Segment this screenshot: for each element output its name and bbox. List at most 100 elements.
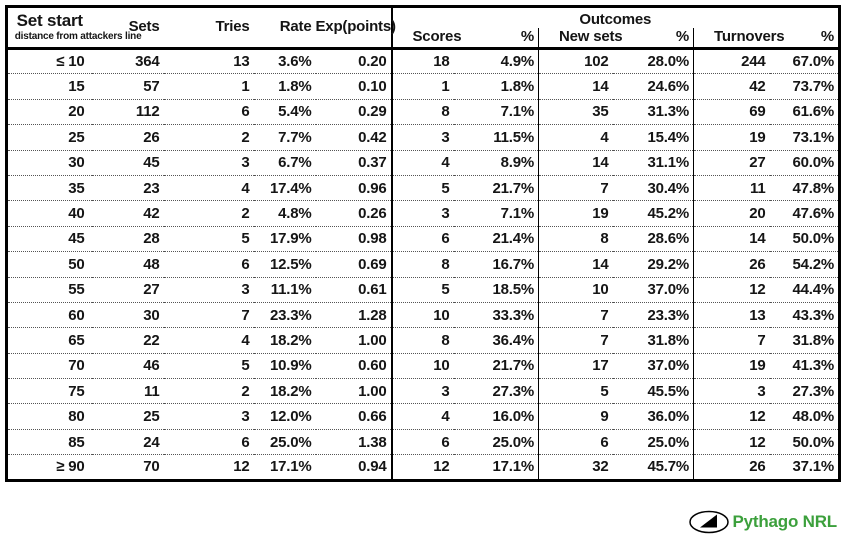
cell-new-sets-pct: 29.2% (612, 251, 694, 278)
cell-scores: 6 (390, 428, 454, 455)
cell-rate: 7.7% (253, 124, 316, 151)
cell-scores: 3 (390, 124, 454, 151)
cell-scores: 1 (390, 73, 454, 100)
cell-scores-pct: 21.7% (453, 174, 539, 201)
cell-rate: 1.8% (253, 73, 316, 100)
cell-set-start: ≥ 90 (6, 454, 92, 481)
header-rate: Rate (279, 18, 312, 35)
cell-new-sets: 102 (538, 48, 613, 74)
cell-turnovers-pct: 50.0% (769, 428, 840, 455)
cell-turnovers-pct: 67.0% (792, 53, 835, 71)
cell-new-sets-pct: 28.6% (612, 225, 694, 252)
cell-set-start: 40 (6, 200, 92, 227)
cell-sets: 28 (91, 225, 164, 252)
cell-new-sets-pct: 37.0% (612, 352, 694, 379)
cell-sets: 57 (91, 73, 164, 100)
header-set-start-title: Set start (16, 11, 83, 30)
table-header: Set start distance from attackers line S… (6, 6, 840, 49)
table-row: 60 30 7 23.3% 1.28 10 33.3% 7 23.3% 13 43.3% (6, 301, 840, 328)
cell-tries: 1 (163, 73, 254, 100)
cell-scores-pct: 7.1% (453, 98, 539, 125)
cell-exp: 1.00 (315, 327, 392, 354)
table-row: 80 25 3 12.0% 0.66 4 16.0% 9 36.0% 12 48.0% (6, 403, 840, 430)
cell-new-sets-pct: 37.0% (612, 276, 694, 303)
cell-tries: 7 (163, 301, 254, 328)
cell-scores: 8 (390, 251, 454, 278)
cell-new-sets-pct: 23.3% (612, 301, 694, 328)
cell-turnovers: 27 (693, 149, 770, 176)
cell-tries: 5 (163, 225, 254, 252)
cell-exp: 1.38 (315, 428, 392, 455)
cell-set-start: 75 (6, 378, 92, 404)
header-turnovers: Turnovers (693, 28, 785, 49)
cell-turnovers-pct: 41.3% (769, 352, 840, 379)
cell-exp: 0.66 (315, 403, 392, 430)
cell-sets: 11 (91, 378, 164, 404)
table-row: 40 42 2 4.8% 0.26 3 7.1% 19 45.2% 20 47.6% (6, 200, 840, 227)
cell-sets: 46 (91, 352, 164, 379)
cell-new-sets: 14 (538, 73, 613, 100)
cell-new-sets: 14 (538, 251, 613, 278)
cell-new-sets: 35 (538, 98, 613, 125)
cell-rate: 17.1% (253, 454, 316, 481)
cell-scores-pct: 1.8% (453, 73, 539, 100)
cell-exp: 0.94 (315, 454, 392, 481)
cell-new-sets-pct: 28.0% (647, 53, 689, 71)
cell-set-start: 70 (6, 352, 92, 379)
cell-turnovers: 3 (693, 378, 770, 404)
cell-scores: 10 (390, 352, 454, 379)
cell-new-sets-pct: 15.4% (612, 124, 694, 151)
cell-tries: 6 (163, 98, 254, 125)
cell-rate: 12.0% (253, 403, 316, 430)
cell-scores: 12 (390, 454, 454, 481)
table-row: 15 57 1 1.8% 0.10 1 1.8% 14 24.6% 42 73.7% (6, 73, 840, 100)
cell-scores: 6 (390, 225, 454, 252)
cell-scores-pct: 11.5% (453, 124, 539, 151)
cell-new-sets-pct: 45.5% (612, 378, 694, 404)
cell-tries: 4 (163, 174, 254, 201)
cell-scores: 3 (390, 378, 454, 404)
cell-exp: 0.29 (315, 98, 392, 125)
table-row: 20 112 6 5.4% 0.29 8 7.1% 35 31.3% 69 61.6% (6, 98, 840, 125)
cell-exp: 0.98 (315, 225, 392, 252)
cell-turnovers-pct: 73.7% (769, 73, 840, 100)
header-turnovers-pct: % (820, 28, 835, 45)
cell-turnovers: 12 (693, 428, 770, 455)
cell-sets: 30 (91, 301, 164, 328)
cell-turnovers-pct: 50.0% (769, 225, 840, 252)
cell-sets: 42 (91, 200, 164, 227)
cell-set-start: 30 (6, 149, 92, 176)
cell-rate: 4.8% (253, 200, 316, 227)
cell-turnovers: 69 (693, 98, 770, 125)
cell-set-start: 85 (6, 428, 92, 455)
cell-tries: 3 (163, 403, 254, 430)
brand-name: Pythago NRL (732, 512, 837, 531)
table-row: 45 28 5 17.9% 0.98 6 21.4% 8 28.6% 14 50.0% (6, 225, 840, 252)
table-row: 55 27 3 11.1% 0.61 5 18.5% 10 37.0% 12 44.4% (6, 276, 840, 303)
cell-exp: 1.00 (315, 378, 392, 404)
header-scores: Scores (390, 28, 462, 49)
table-row: 50 48 6 12.5% 0.69 8 16.7% 14 29.2% 26 54.2% (6, 251, 840, 278)
header-new-sets-pct: % (675, 28, 689, 45)
cell-scores-pct: 16.0% (453, 403, 539, 430)
cell-new-sets: 8 (538, 225, 613, 252)
cell-turnovers-pct: 54.2% (769, 251, 840, 278)
table-row: ≥ 90 70 12 17.1% 0.94 12 17.1% 32 45.7% 26 37.1% (6, 454, 840, 481)
cell-turnovers: 11 (693, 174, 770, 201)
cell-tries: 2 (163, 378, 254, 404)
cell-tries: 6 (163, 428, 254, 455)
cell-scores-pct: 27.3% (453, 378, 539, 404)
cell-new-sets: 10 (538, 276, 613, 303)
cell-turnovers: 244 (693, 48, 770, 74)
cell-turnovers-pct: 47.8% (769, 174, 840, 201)
cell-sets: 48 (91, 251, 164, 278)
cell-new-sets-pct: 25.0% (612, 428, 694, 455)
cell-set-start: 45 (6, 225, 92, 252)
cell-set-start: 65 (6, 327, 92, 354)
cell-exp: 0.69 (315, 251, 392, 278)
cell-sets: 26 (91, 124, 164, 151)
cell-rate: 18.2% (253, 327, 316, 354)
cell-turnovers: 13 (693, 301, 770, 328)
cell-new-sets: 14 (538, 149, 613, 176)
cell-scores: 10 (390, 301, 454, 328)
